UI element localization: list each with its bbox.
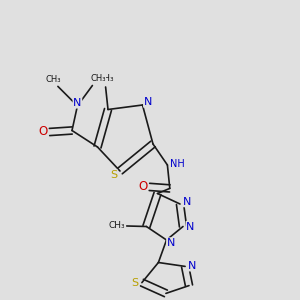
Text: O: O	[38, 125, 47, 139]
Text: N: N	[73, 98, 82, 108]
Text: CH₃: CH₃	[90, 74, 106, 83]
Text: N: N	[186, 221, 195, 232]
Text: S: S	[132, 278, 139, 288]
Text: N: N	[188, 261, 196, 271]
Text: N: N	[167, 238, 175, 248]
Text: N: N	[182, 196, 191, 207]
Text: CH₃: CH₃	[97, 74, 114, 83]
Text: O: O	[138, 180, 147, 194]
Text: CH₃: CH₃	[109, 221, 126, 230]
Text: CH₃: CH₃	[45, 75, 61, 84]
Text: N: N	[144, 97, 152, 107]
Text: S: S	[110, 169, 117, 180]
Text: NH: NH	[169, 159, 184, 169]
